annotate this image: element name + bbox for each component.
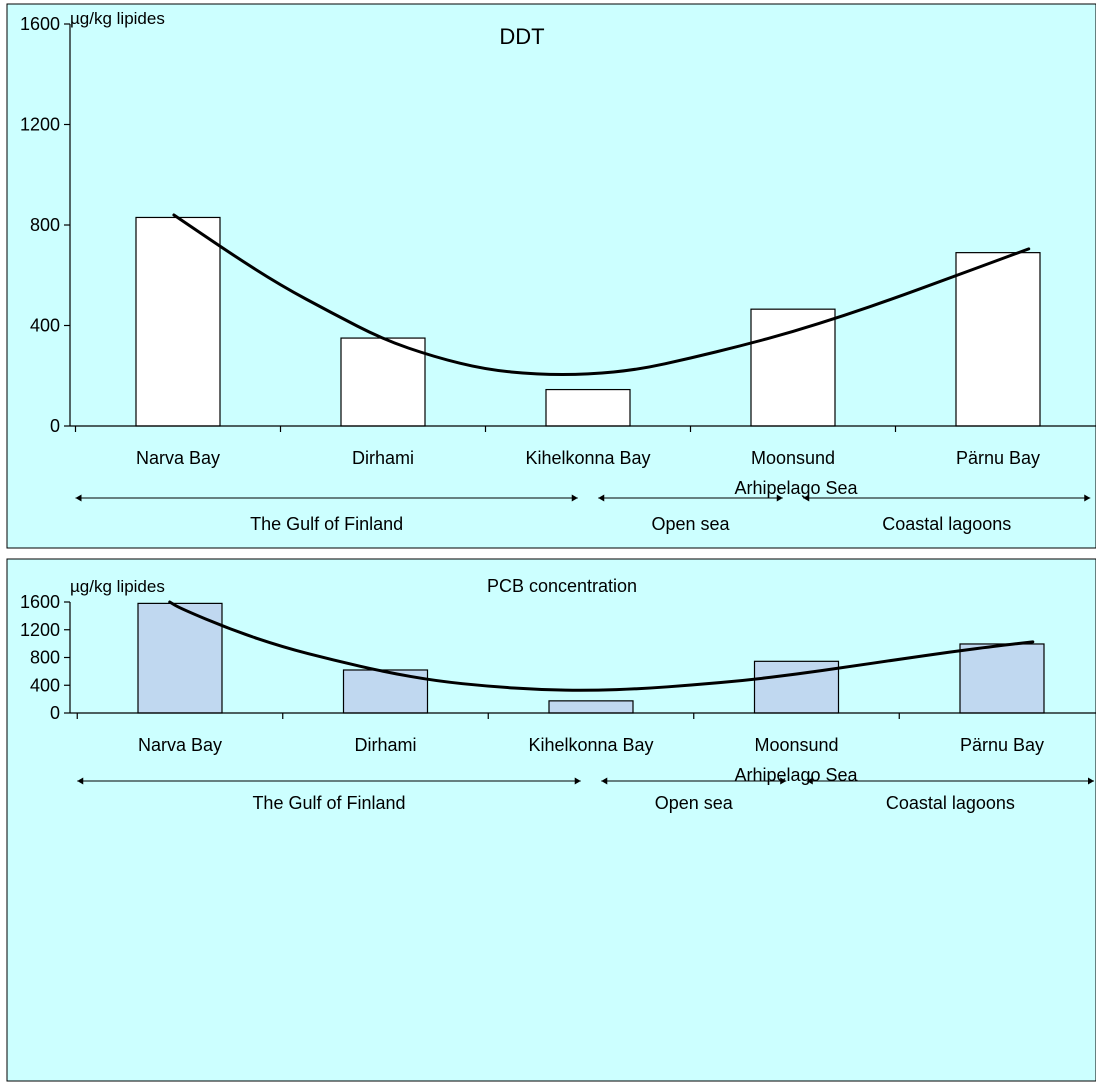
pcb-bars <box>137 602 1045 714</box>
pcb-category-label-3: Moonsund <box>754 735 838 755</box>
ddt-category-label-3: Moonsund <box>751 448 835 468</box>
pcb-category-labels: Narva Bay Dirhami Kihelkonna Bay Moonsund Pä… <box>138 735 1044 755</box>
pcb-y-tick-label-0: 0 <box>50 703 60 723</box>
pcb-region-label-2: Coastal lagoons <box>886 793 1015 813</box>
pcb-y-tick-label-4: 1600 <box>20 592 60 612</box>
pcb-region-arrowhead-left-2 <box>806 777 813 785</box>
pcb-y-tick-labels: 0 400 800 1200 1600 <box>20 592 60 723</box>
ddt-region-arrowhead-right-2 <box>1084 494 1091 502</box>
pcb-category-extra-label: Arhipelago Sea <box>734 765 858 785</box>
ddt-bar-4 <box>955 252 1041 427</box>
ddt-y-tick-label-3: 1200 <box>20 115 60 135</box>
ddt-region-arrowhead-left-0 <box>75 494 82 502</box>
pcb-region-label-1: Open sea <box>655 793 734 813</box>
pcb-bar-0 <box>137 602 223 714</box>
pcb-region-arrowhead-right-1 <box>780 777 787 785</box>
pcb-chart-title: PCB concentration <box>487 576 637 596</box>
pcb-region-arrowhead-right-2 <box>1088 777 1094 785</box>
ddt-category-label-4: Pärnu Bay <box>956 448 1040 468</box>
ddt-bar-0 <box>135 216 221 427</box>
ddt-category-label-2: Kihelkonna Bay <box>525 448 650 468</box>
pcb-region-label-0: The Gulf of Finland <box>252 793 405 813</box>
pcb-y-axis-unit-label: µg/kg lipides <box>70 577 165 596</box>
pcb-y-tick-label-3: 1200 <box>20 620 60 640</box>
pcb-bar-4 <box>959 643 1045 714</box>
ddt-bar-2 <box>545 388 631 427</box>
ddt-y-tick-label-4: 1600 <box>20 14 60 34</box>
ddt-region-arrowhead-right-0 <box>571 494 578 502</box>
ddt-chart-panel: DDT µg/kg lipides 0 400 800 1200 1600 Narva … <box>6 3 1096 549</box>
pcb-trend-line <box>168 600 1035 692</box>
ddt-category-label-0: Narva Bay <box>136 448 220 468</box>
pcb-trend-line-group <box>168 600 1035 692</box>
pcb-region-arrowhead-left-0 <box>77 777 84 785</box>
ddt-category-extra-label: Arhipelago Sea <box>734 478 858 498</box>
ddt-bar-3 <box>750 308 836 427</box>
pcb-bar-2 <box>548 700 634 714</box>
pcb-y-tick-label-1: 400 <box>30 675 60 695</box>
ddt-y-tick-label-1: 400 <box>30 316 60 336</box>
ddt-region-label-1: Open sea <box>651 514 730 534</box>
ddt-region-label-0: The Gulf of Finland <box>250 514 403 534</box>
pcb-category-label-4: Pärnu Bay <box>960 735 1044 755</box>
ddt-bar-1 <box>340 337 426 427</box>
ddt-trend-line-group <box>172 213 1031 376</box>
pcb-category-label-0: Narva Bay <box>138 735 222 755</box>
ddt-axes <box>64 23 1096 432</box>
pcb-y-tick-label-2: 800 <box>30 648 60 668</box>
ddt-trend-line <box>172 213 1031 376</box>
ddt-category-label-1: Dirhami <box>352 448 414 468</box>
pcb-region-arrows: The Gulf of Finland Open sea Coastal lagoo… <box>77 777 1094 813</box>
ddt-y-axis-unit-label: µg/kg lipides <box>70 9 165 28</box>
ddt-region-arrowhead-left-1 <box>598 494 605 502</box>
ddt-region-arrows: The Gulf of Finland Open sea Coastal lagoo… <box>75 494 1091 534</box>
ddt-bars <box>135 216 1041 427</box>
ddt-y-tick-label-0: 0 <box>50 416 60 436</box>
ddt-region-arrowhead-right-1 <box>776 494 783 502</box>
pcb-chart-panel: PCB concentration µg/kg lipides 0 400 800 1… <box>6 558 1096 1082</box>
ddt-category-labels: Narva Bay Dirhami Kihelkonna Bay Moonsund Pä… <box>136 448 1040 468</box>
ddt-region-label-2: Coastal lagoons <box>882 514 1011 534</box>
ddt-y-tick-labels: 0 400 800 1200 1600 <box>20 14 60 436</box>
ddt-region-arrowhead-left-2 <box>803 494 810 502</box>
pcb-category-label-2: Kihelkonna Bay <box>528 735 653 755</box>
pcb-region-arrowhead-right-0 <box>574 777 581 785</box>
ddt-chart-title: DDT <box>499 24 544 49</box>
ddt-y-tick-label-2: 800 <box>30 215 60 235</box>
pcb-region-arrowhead-left-1 <box>601 777 608 785</box>
pcb-axes <box>64 601 1096 719</box>
pcb-category-label-1: Dirhami <box>354 735 416 755</box>
